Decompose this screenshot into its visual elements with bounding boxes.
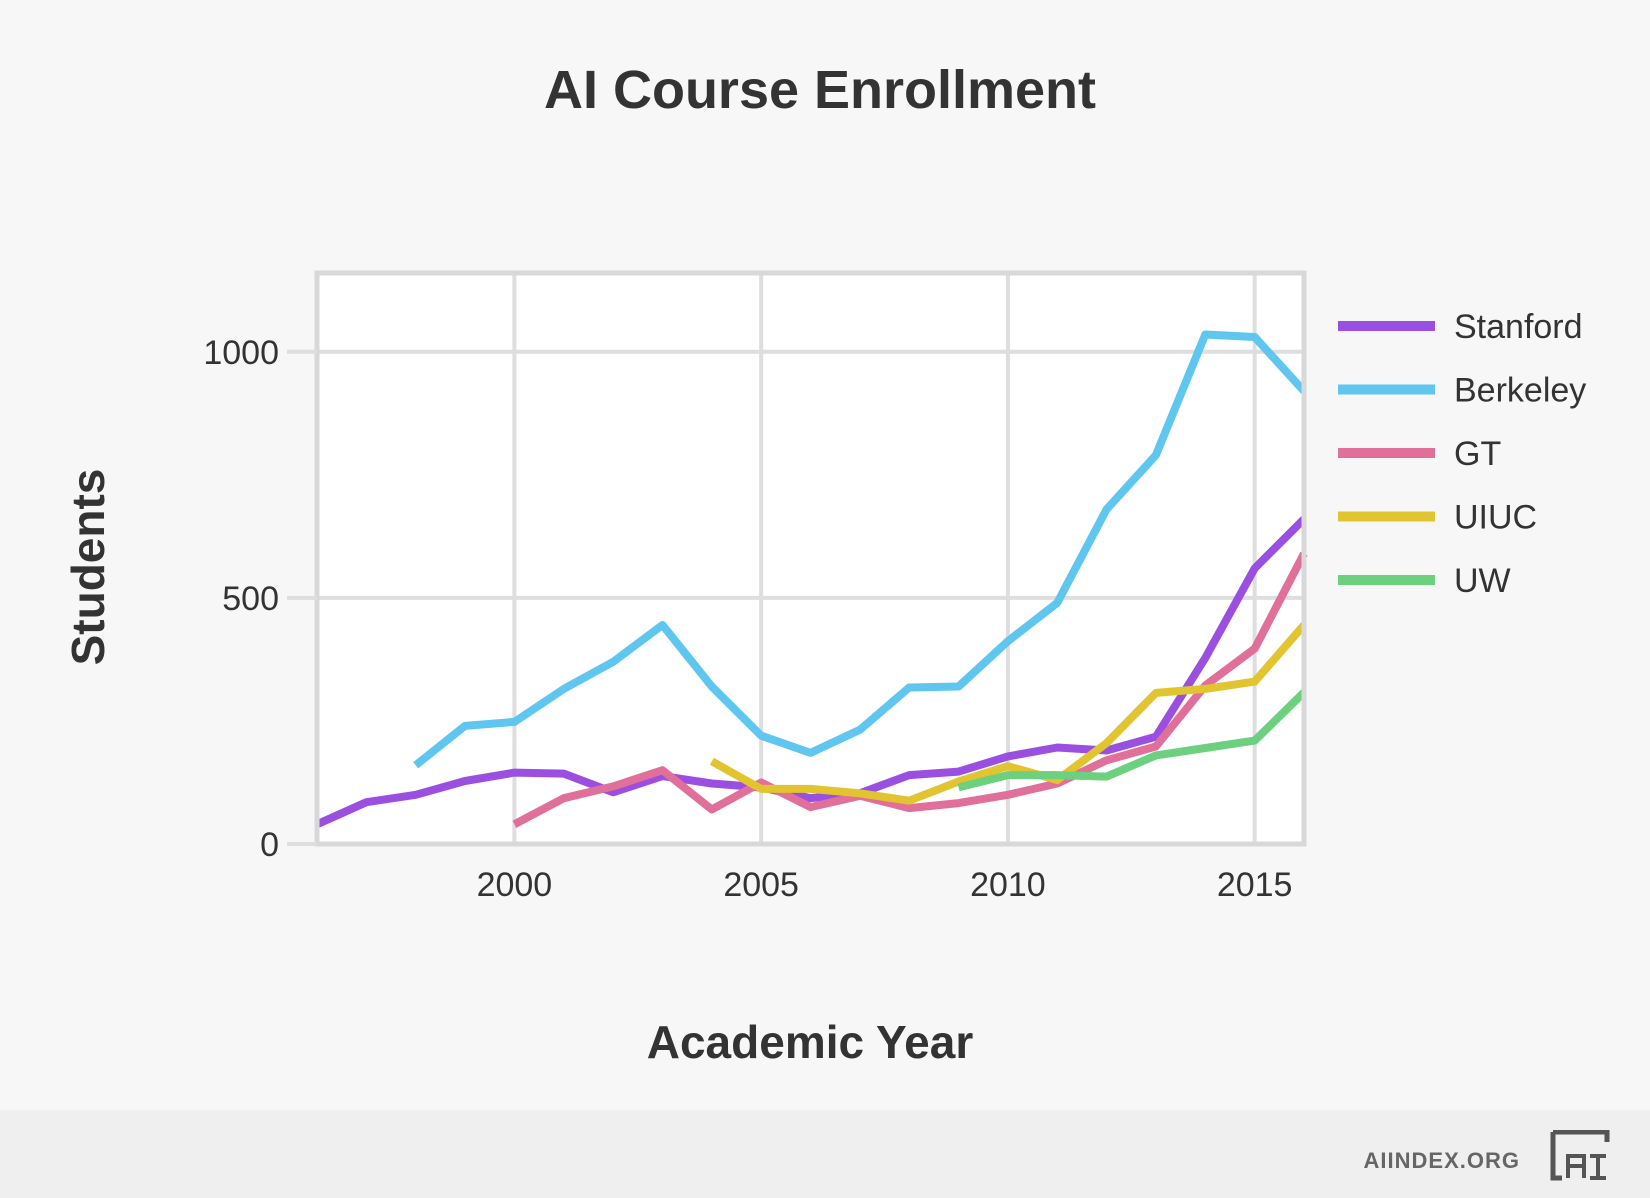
series-line-stanford [315,516,1307,828]
chart-title: AI Course Enrollment [544,60,1096,120]
legend-label-uw: UW [1454,562,1511,600]
footer: AIINDEX.ORG [0,1110,1650,1198]
y-tick-label: 500 [222,580,279,618]
y-axis-label: Students [62,469,114,666]
legend-label-berkeley: Berkeley [1454,372,1586,410]
x-axis-label: Academic Year [647,1016,974,1068]
x-tick-label: 2005 [723,866,799,904]
legend-label-uiuc: UIUC [1454,499,1537,537]
y-tick-label: 1000 [203,334,279,372]
x-tick-label: 2010 [970,866,1046,904]
ai-index-logo-icon [1550,1130,1610,1181]
plot-frame [314,270,1307,847]
x-tick-label: 2015 [1217,866,1293,904]
series-line-uw [957,689,1307,792]
series-line-berkeley [413,330,1307,769]
y-tick-label: 0 [260,826,279,864]
x-tick-label: 2000 [477,866,553,904]
series-line-gt [512,551,1308,828]
series-line-uiuc [709,622,1308,805]
line-chart: 0 500 1000 2000 2005 2010 2015 Stanford Berkele… [62,60,1586,1068]
footer-site-label: AIINDEX.ORG [1363,1148,1520,1173]
legend-label-stanford: Stanford [1454,308,1583,346]
legend-label-gt: GT [1454,435,1501,473]
